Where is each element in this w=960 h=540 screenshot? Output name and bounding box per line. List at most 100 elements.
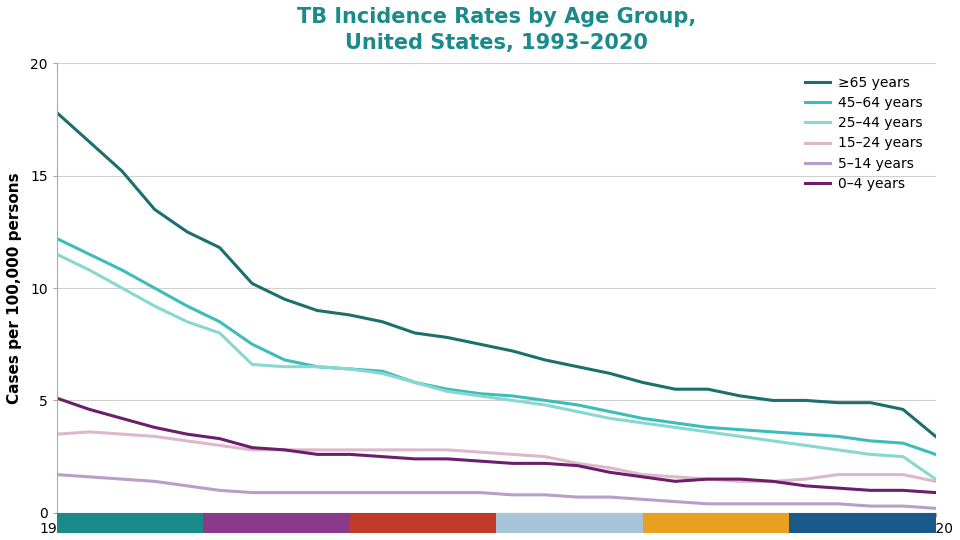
≥65 years: [898, 406, 909, 413]
25–44 years: [149, 303, 160, 309]
≥65 years: [767, 397, 779, 404]
15–24 years: [442, 447, 453, 453]
15–24 years: [930, 478, 942, 484]
45–64 years: [767, 429, 779, 435]
≥65 years: [540, 357, 551, 363]
0–4 years: [149, 424, 160, 430]
5–14 years: [800, 501, 811, 507]
Legend: ≥65 years, 45–64 years, 25–44 years, 15–24 years, 5–14 years, 0–4 years: ≥65 years, 45–64 years, 25–44 years, 15–…: [800, 70, 928, 197]
45–64 years: [669, 420, 681, 426]
15–24 years: [572, 460, 584, 467]
0–4 years: [898, 487, 909, 494]
Line: 25–44 years: 25–44 years: [57, 254, 936, 479]
≥65 years: [572, 363, 584, 370]
25–44 years: [898, 454, 909, 460]
45–64 years: [311, 363, 323, 370]
5–14 years: [84, 474, 95, 480]
15–24 years: [507, 451, 518, 457]
25–44 years: [376, 370, 388, 377]
≥65 years: [311, 307, 323, 314]
≥65 years: [279, 296, 291, 302]
45–64 years: [84, 251, 95, 258]
5–14 years: [116, 476, 128, 482]
5–14 years: [376, 489, 388, 496]
25–44 years: [865, 451, 876, 457]
≥65 years: [832, 400, 844, 406]
Line: 15–24 years: 15–24 years: [57, 432, 936, 481]
25–44 years: [930, 476, 942, 482]
Bar: [349, 513, 496, 533]
45–64 years: [734, 427, 746, 433]
15–24 years: [767, 478, 779, 484]
0–4 years: [409, 456, 420, 462]
15–24 years: [474, 449, 486, 455]
25–44 years: [572, 408, 584, 415]
15–24 years: [865, 471, 876, 478]
15–24 years: [51, 431, 62, 437]
0–4 years: [311, 451, 323, 457]
45–64 years: [279, 357, 291, 363]
0–4 years: [116, 415, 128, 422]
45–64 years: [930, 451, 942, 457]
≥65 years: [51, 110, 62, 116]
Bar: [642, 513, 789, 533]
5–14 years: [507, 491, 518, 498]
25–44 years: [214, 330, 226, 336]
5–14 years: [898, 503, 909, 509]
0–4 years: [181, 431, 193, 437]
25–44 years: [605, 415, 616, 422]
25–44 years: [84, 267, 95, 273]
≥65 years: [344, 312, 355, 318]
5–14 years: [767, 501, 779, 507]
45–64 years: [865, 437, 876, 444]
0–4 years: [84, 406, 95, 413]
25–44 years: [409, 379, 420, 386]
5–14 years: [51, 471, 62, 478]
Bar: [57, 513, 204, 533]
15–24 years: [344, 447, 355, 453]
5–14 years: [605, 494, 616, 501]
0–4 years: [214, 435, 226, 442]
≥65 years: [605, 370, 616, 377]
45–64 years: [247, 341, 258, 347]
25–44 years: [51, 251, 62, 258]
45–64 years: [636, 415, 648, 422]
5–14 years: [214, 487, 226, 494]
45–64 years: [507, 393, 518, 399]
Bar: [204, 513, 349, 533]
5–14 years: [149, 478, 160, 484]
5–14 years: [344, 489, 355, 496]
25–44 years: [702, 429, 713, 435]
0–4 years: [572, 462, 584, 469]
45–64 years: [474, 390, 486, 397]
45–64 years: [442, 386, 453, 393]
15–24 years: [800, 476, 811, 482]
15–24 years: [702, 476, 713, 482]
0–4 years: [832, 485, 844, 491]
≥65 years: [116, 168, 128, 174]
45–64 years: [540, 397, 551, 404]
15–24 years: [636, 471, 648, 478]
0–4 years: [865, 487, 876, 494]
15–24 years: [84, 429, 95, 435]
5–14 years: [247, 489, 258, 496]
5–14 years: [636, 496, 648, 503]
25–44 years: [540, 402, 551, 408]
5–14 years: [702, 501, 713, 507]
25–44 years: [507, 397, 518, 404]
15–24 years: [181, 437, 193, 444]
25–44 years: [832, 447, 844, 453]
0–4 years: [51, 395, 62, 401]
0–4 years: [376, 454, 388, 460]
45–64 years: [605, 408, 616, 415]
15–24 years: [409, 447, 420, 453]
≥65 years: [376, 319, 388, 325]
15–24 years: [149, 433, 160, 440]
Bar: [789, 513, 936, 533]
15–24 years: [279, 447, 291, 453]
≥65 years: [474, 341, 486, 347]
25–44 years: [442, 388, 453, 395]
45–64 years: [702, 424, 713, 430]
15–24 years: [605, 464, 616, 471]
45–64 years: [51, 235, 62, 242]
